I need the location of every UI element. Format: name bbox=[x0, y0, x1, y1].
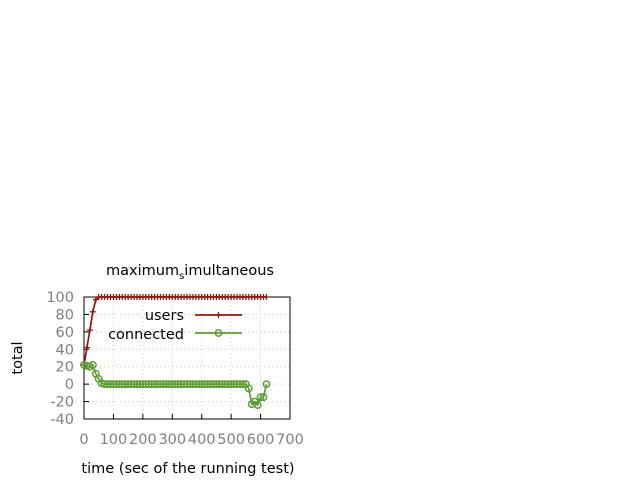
data-point-connected bbox=[253, 401, 262, 410]
data-point-connected bbox=[238, 380, 247, 389]
data-point-connected bbox=[244, 384, 253, 393]
x-axis-label: time (sec of the running test) bbox=[81, 461, 294, 477]
legend-marker-connected bbox=[214, 329, 223, 337]
x-tick-label: 700 bbox=[276, 432, 304, 448]
y-tick-label: 20 bbox=[56, 360, 74, 376]
data-point-connected bbox=[256, 393, 265, 402]
chart-title: maximumsimultaneous bbox=[106, 263, 274, 282]
y-tick-label: 80 bbox=[56, 307, 74, 323]
legend-label-users: users bbox=[145, 308, 184, 324]
data-point-connected bbox=[262, 380, 271, 389]
x-tick-label: 300 bbox=[158, 432, 186, 448]
legend: users connected bbox=[108, 308, 242, 343]
data-point-users bbox=[263, 294, 270, 300]
legend-label-connected: connected bbox=[108, 327, 184, 343]
x-tick-label: 500 bbox=[217, 432, 245, 448]
data-point-users bbox=[83, 344, 90, 351]
y-tick-label: -40 bbox=[50, 412, 74, 428]
y-tick-label: 60 bbox=[56, 325, 74, 341]
data-point-connected bbox=[88, 361, 97, 369]
series-layer bbox=[80, 294, 271, 410]
x-tick-label: 0 bbox=[79, 432, 88, 448]
y-tick-label: 40 bbox=[56, 342, 74, 358]
x-tick-label: 200 bbox=[129, 432, 157, 448]
x-tick-label: 100 bbox=[100, 432, 128, 448]
legend-marker-users bbox=[215, 312, 222, 318]
y-tick-label: -20 bbox=[50, 395, 74, 411]
data-point-users bbox=[86, 327, 93, 334]
y-tick-label: 0 bbox=[65, 377, 74, 393]
y-axis-label: total bbox=[10, 341, 26, 374]
x-tick-label: 600 bbox=[247, 432, 275, 448]
data-point-users bbox=[89, 308, 96, 315]
y-tick-label: 100 bbox=[46, 290, 74, 306]
x-tick-label: 400 bbox=[188, 432, 216, 448]
data-point-connected bbox=[259, 393, 268, 402]
